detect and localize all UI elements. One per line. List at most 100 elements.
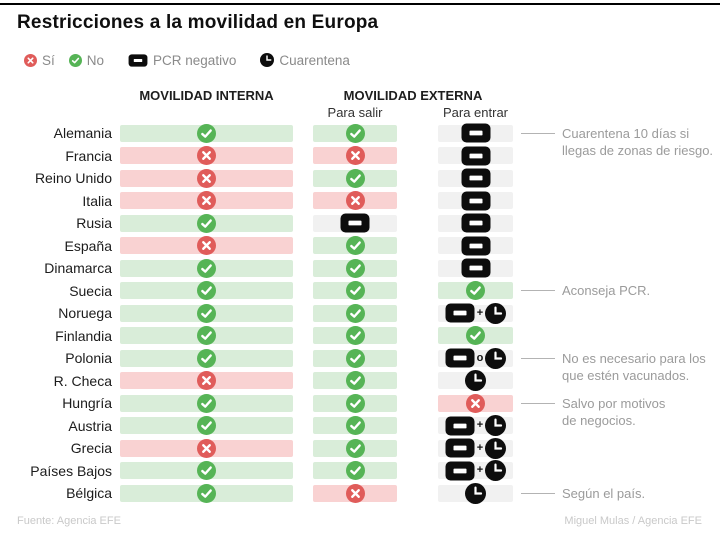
cell-salir-no <box>313 371 397 391</box>
cell-entrar-no <box>438 326 513 346</box>
x-icon <box>197 146 216 166</box>
table-row: Países Bajos + <box>0 460 720 483</box>
cell-interna-no <box>120 326 293 346</box>
icon-separator: o <box>476 351 484 364</box>
check-icon <box>197 461 216 481</box>
pcr-icon <box>461 146 490 166</box>
clock-icon <box>485 460 507 482</box>
country-label: Reino Unido <box>34 170 112 186</box>
check-icon <box>345 393 365 413</box>
annotation-connector-line <box>521 402 555 404</box>
top-rule <box>0 3 720 5</box>
cell-entrar-pcr <box>438 191 513 211</box>
annotation-connector-line <box>521 290 555 292</box>
icon-separator: + <box>476 441 484 454</box>
check-icon <box>197 326 216 346</box>
table-row: Noruega + <box>0 302 720 325</box>
pcr-icon <box>461 236 490 256</box>
annotation-connector-line <box>521 492 555 494</box>
cell-interna-yes <box>120 168 293 188</box>
clock-icon <box>465 370 486 392</box>
country-label: R. Checa <box>53 372 112 389</box>
check-icon <box>197 483 216 503</box>
pcr-icon <box>128 53 148 67</box>
pcr-icon <box>445 461 475 481</box>
check-icon <box>68 53 82 67</box>
cell-interna-no <box>120 483 293 503</box>
check-icon <box>345 461 365 481</box>
cell-salir-yes <box>313 191 397 211</box>
clock-icon <box>485 347 507 369</box>
country-label: Austria <box>68 417 112 434</box>
pcr-icon <box>461 168 490 188</box>
cell-salir-no <box>313 393 397 413</box>
check-icon <box>197 281 216 301</box>
pcr-icon <box>461 123 490 143</box>
pcr-icon <box>128 53 148 67</box>
cell-salir-pcr <box>313 213 397 233</box>
x-icon <box>24 53 37 67</box>
cell-entrar-clock <box>438 482 513 504</box>
cell-interna-yes <box>120 371 293 391</box>
country-label: Noruega <box>58 305 112 321</box>
cell-entrar-yes <box>438 393 513 413</box>
cell-salir-no <box>313 281 397 301</box>
annotation: Según el país. <box>521 485 645 502</box>
x-icon <box>197 438 216 458</box>
cell-entrar-no <box>438 281 513 301</box>
column-header-movilidad-externa: MOVILIDAD EXTERNA <box>343 88 483 103</box>
legend-label-no: No <box>86 52 105 68</box>
annotation: Cuarentena 10 días si llegas de zonas de… <box>521 125 713 159</box>
check-icon <box>345 123 365 143</box>
cell-interna-yes <box>120 191 293 211</box>
clock-icon <box>260 53 275 67</box>
cell-salir-no <box>313 168 397 188</box>
country-label: Alemania <box>53 125 112 141</box>
cell-interna-no <box>120 348 293 368</box>
table-row: Bélgica <box>0 482 720 505</box>
cell-salir-no <box>313 258 397 278</box>
annotation-text: Aconseja PCR. <box>562 283 651 299</box>
table-row: Alemania <box>0 122 720 145</box>
annotation-text: Salvo por motivos de negocios. <box>562 395 666 428</box>
check-icon <box>197 303 216 323</box>
country-label: Grecia <box>70 440 112 456</box>
cell-entrar-pcr+clock: + <box>438 460 513 482</box>
check-icon <box>345 438 365 458</box>
legend-item-cuarentena: Cuarentena <box>260 53 350 68</box>
x-icon <box>345 483 365 503</box>
cell-entrar-pcr+clock: + <box>438 415 513 437</box>
check-icon <box>197 348 216 368</box>
pcr-icon <box>445 303 475 323</box>
table-row: Austria + <box>0 415 720 438</box>
x-icon <box>466 393 485 413</box>
icon-separator: + <box>476 464 484 477</box>
clock-icon <box>485 437 507 459</box>
clock-icon <box>485 415 507 437</box>
check-icon <box>345 348 365 368</box>
pcr-icon <box>445 348 475 368</box>
column-subheader-para-entrar: Para entrar <box>442 105 509 120</box>
country-label: Dinamarca <box>44 260 112 276</box>
table-row: R. Checa <box>0 370 720 393</box>
table-row: Finlandia <box>0 325 720 348</box>
check-icon <box>197 393 216 413</box>
cell-interna-no <box>120 461 293 481</box>
annotation-text: Cuarentena 10 días si llegas de zonas de… <box>562 125 714 158</box>
annotation-connector-line <box>521 357 555 359</box>
check-icon <box>345 303 365 323</box>
legend: Sí No PCR negativo Cuarentena <box>24 51 350 69</box>
cell-entrar-clock <box>438 370 513 392</box>
check-icon <box>345 258 365 278</box>
cell-salir-no <box>313 236 397 256</box>
country-label: Suecia <box>69 282 112 299</box>
check-icon <box>197 123 216 143</box>
cell-interna-no <box>120 213 293 233</box>
legend-item-no: No <box>68 52 105 68</box>
country-label: Hungría <box>62 395 112 411</box>
pcr-icon <box>461 213 490 233</box>
x-icon <box>197 191 216 211</box>
cell-salir-no <box>313 348 397 368</box>
x-icon <box>345 146 365 166</box>
